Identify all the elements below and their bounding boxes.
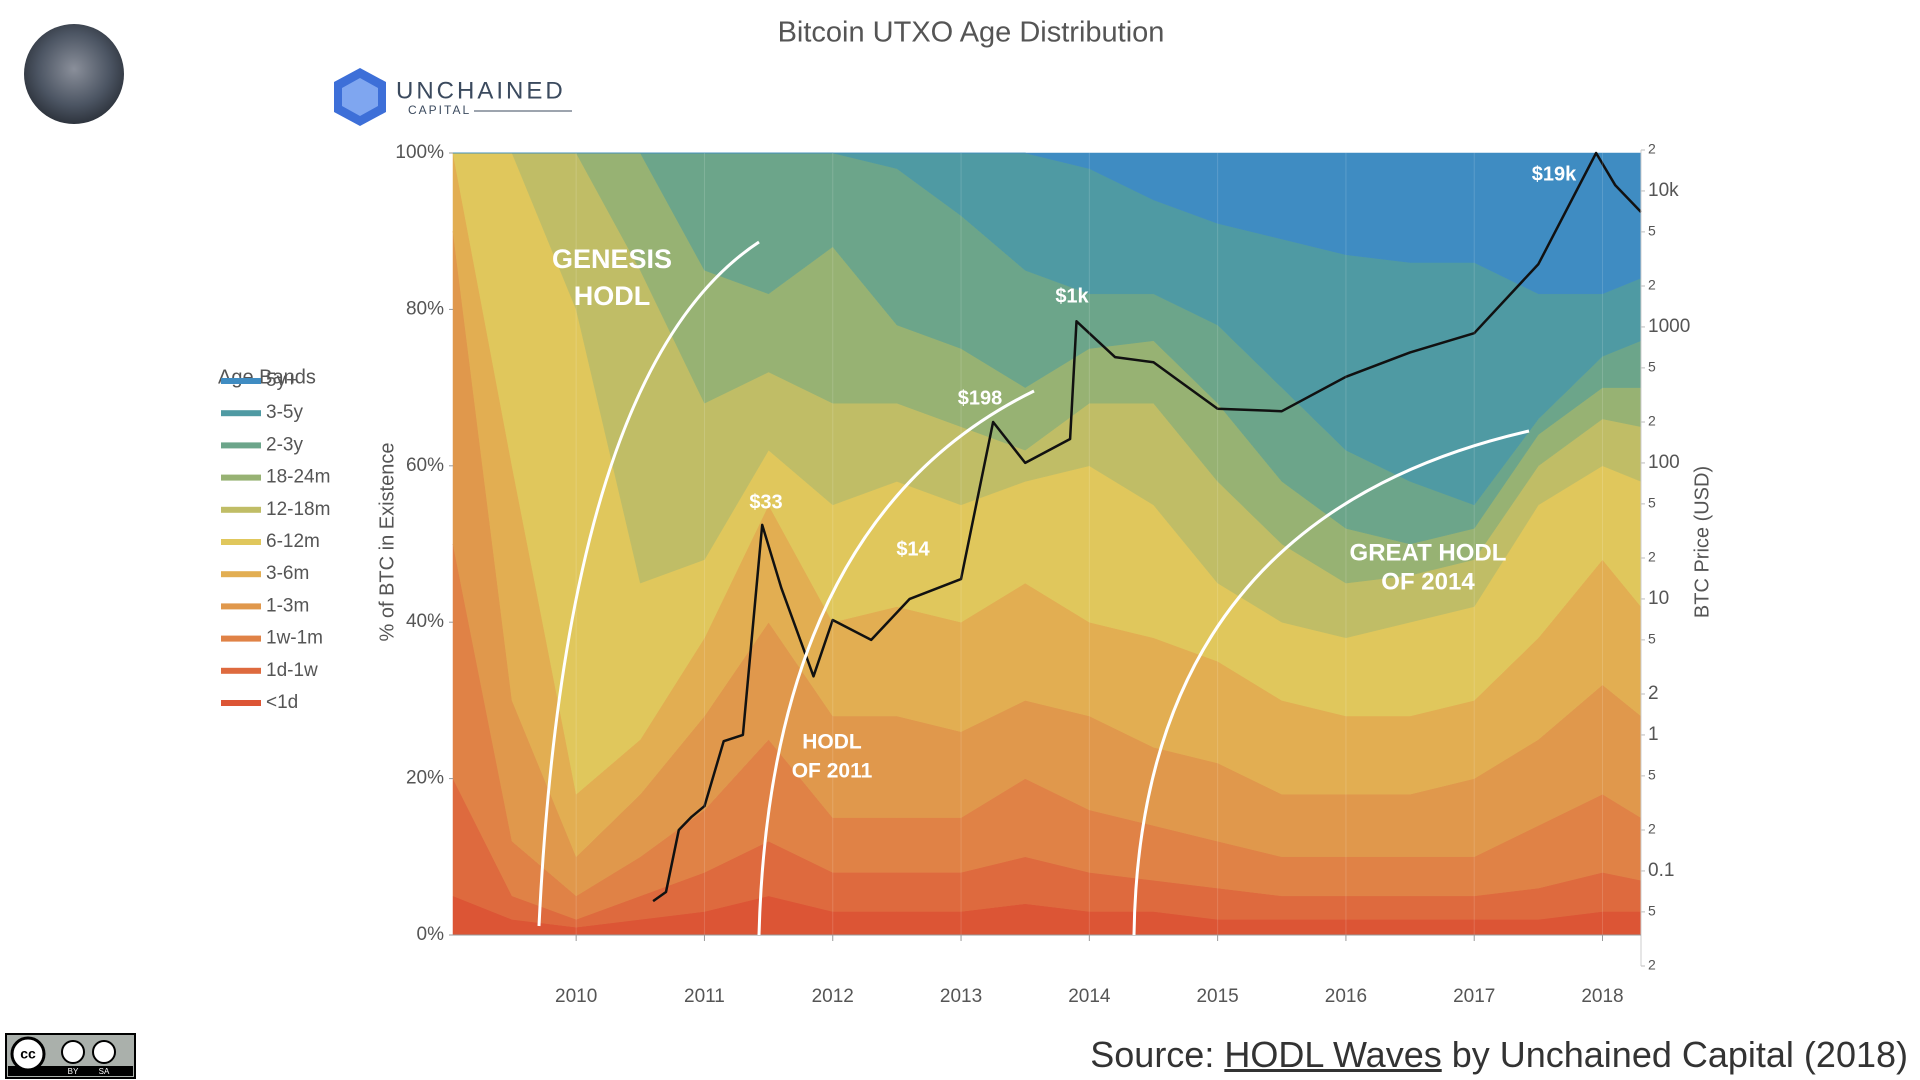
y2-tick-label: 2 — [1648, 821, 1656, 837]
x-tick-label: 2010 — [555, 986, 597, 1007]
logo-name: UNCHAINED — [396, 77, 566, 104]
y-tick-label: 0% — [417, 924, 445, 945]
legend-label: 6-12m — [266, 531, 320, 552]
annotation: OF 2014 — [1381, 568, 1475, 595]
annotation: GREAT HODL — [1350, 539, 1507, 566]
legend-label: 5y+ — [266, 370, 297, 391]
logo: UNCHAINED CAPITAL — [334, 68, 572, 126]
y2-tick-label: 2 — [1648, 683, 1659, 704]
y2-tick-label: 5 — [1648, 223, 1656, 239]
y-tick-label: 60% — [406, 455, 444, 476]
x-tick-label: 2018 — [1581, 986, 1623, 1007]
sa-icon — [92, 1040, 116, 1064]
license-badge: cc BY SA — [5, 1033, 136, 1079]
y2-tick-label: 2 — [1648, 957, 1656, 973]
y2-tick-label: 2 — [1648, 549, 1656, 565]
logo-mark-inner — [342, 78, 378, 116]
hodl-arc — [1132, 429, 1530, 936]
legend-swatch — [221, 571, 261, 578]
x-tick-label: 2012 — [812, 986, 854, 1007]
y2-axis-label: BTC Price (USD) — [1691, 466, 1713, 618]
by-text: BY — [68, 1067, 79, 1076]
x-tick-label: 2014 — [1068, 986, 1111, 1007]
legend-swatch — [221, 700, 261, 706]
y2-tick-label: 1 — [1648, 724, 1659, 745]
by-icon — [61, 1040, 85, 1064]
y-tick-label: 40% — [406, 611, 444, 632]
price-label: $19k — [1532, 163, 1577, 185]
annotation: HODL — [802, 731, 862, 754]
legend-label: <1d — [266, 692, 298, 713]
plot-area — [452, 151, 1642, 936]
legend-swatch — [221, 474, 261, 481]
legend-swatch — [221, 539, 261, 545]
y2-tick-label: 5 — [1648, 359, 1656, 375]
legend-swatch — [221, 442, 261, 449]
legend-label: 12-18m — [266, 499, 330, 520]
legend-swatch — [221, 410, 261, 417]
annotation: HODL — [574, 281, 651, 311]
legend-swatch — [221, 506, 261, 513]
legend-label: 3-6m — [266, 563, 309, 584]
badge-strip — [8, 1066, 133, 1076]
y2-tick-label: 5 — [1648, 903, 1656, 919]
legend-label: 18-24m — [266, 467, 330, 488]
price-label: $14 — [896, 538, 930, 560]
price-label: $1k — [1055, 285, 1089, 307]
x-tick-label: 2013 — [940, 986, 982, 1007]
y-tick-label: 80% — [406, 298, 444, 319]
y2-tick-label: 2 — [1648, 277, 1656, 293]
source-link[interactable]: HODL Waves — [1224, 1034, 1442, 1075]
y2-tick-label: 1000 — [1648, 316, 1690, 337]
legend-swatch — [221, 635, 261, 642]
legend-swatch — [221, 603, 261, 610]
y-axis-label: % of BTC in Existence — [376, 443, 398, 642]
x-tick-label: 2016 — [1325, 986, 1367, 1007]
legend-swatch — [221, 378, 261, 384]
sa-text: SA — [99, 1067, 110, 1076]
chart-title: Bitcoin UTXO Age Distribution — [778, 17, 1165, 49]
y2-tick-label: 5 — [1648, 631, 1656, 647]
legend-label: 2-3y — [266, 434, 303, 455]
annotation: GENESIS — [552, 244, 672, 274]
hodl-arc — [537, 240, 760, 927]
x-tick-label: 2011 — [684, 986, 725, 1007]
price-label: $33 — [749, 491, 782, 513]
legend-label: 1d-1w — [266, 660, 318, 681]
legend-label: 1-3m — [266, 595, 309, 616]
source-prefix: Source: — [1090, 1034, 1225, 1075]
price-label: $198 — [958, 387, 1003, 409]
y2-tick-label: 5 — [1648, 495, 1656, 511]
annotation: OF 2011 — [792, 760, 873, 783]
x-tick-label: 2015 — [1196, 986, 1238, 1007]
price-line — [652, 151, 1642, 903]
y2-tick-label: 0.1 — [1648, 860, 1674, 881]
cc-icon — [10, 1036, 46, 1072]
legend-label: 1w-1m — [266, 628, 323, 649]
source-note: Source: HODL Waves by Unchained Capital … — [1090, 1034, 1908, 1076]
y2-tick-label: 10k — [1648, 180, 1679, 201]
avatar — [24, 24, 124, 124]
y2-tick-label: 10 — [1648, 588, 1669, 609]
x-tick-label: 2017 — [1453, 986, 1495, 1007]
legend-label: 3-5y — [266, 402, 303, 423]
y-tick-label: 100% — [395, 142, 444, 163]
y2-tick-label: 100 — [1648, 452, 1680, 473]
cc-text: cc — [20, 1046, 36, 1062]
hodl-arc — [757, 389, 1035, 936]
legend-swatch — [221, 667, 261, 674]
y-tick-label: 20% — [406, 768, 444, 789]
y2-tick-label: 2 — [1648, 413, 1656, 429]
logo-sub: CAPITAL — [408, 103, 471, 117]
y2-tick-label: 2 — [1648, 141, 1656, 157]
y2-tick-label: 5 — [1648, 767, 1656, 783]
source-suffix: by Unchained Capital (2018) — [1441, 1034, 1908, 1075]
